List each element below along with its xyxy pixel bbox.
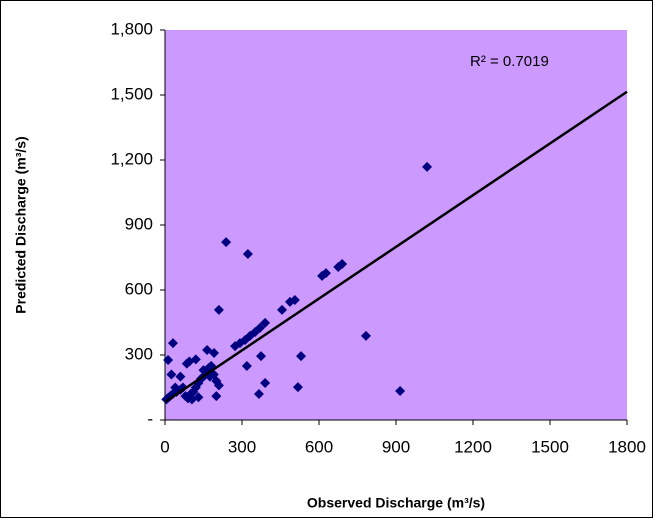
point (360, 330, 371, 341)
y-tick-label: 900 (125, 214, 153, 233)
point (166, 369, 177, 380)
plot-area (165, 30, 627, 420)
point (163, 354, 174, 365)
y-tick-label: 600 (125, 279, 153, 298)
annotation: R² = 0.7019 (470, 53, 549, 70)
point (292, 382, 303, 393)
x-tick-label: 1500 (531, 437, 569, 456)
y-tick-label: 1,500 (110, 84, 153, 103)
y-tick-label: 1,200 (110, 149, 153, 168)
y-tick-label: 300 (125, 344, 153, 363)
point (253, 389, 264, 399)
point (170, 382, 181, 393)
point (333, 262, 344, 273)
x-axis-title: Observed Discharge (m³/s) (307, 495, 485, 511)
point (193, 392, 204, 403)
trendline (164, 90, 628, 404)
x-tick-label: 1200 (454, 437, 492, 456)
point (242, 249, 253, 260)
point (177, 382, 188, 393)
point (167, 338, 178, 349)
point (209, 348, 220, 359)
point (221, 237, 232, 248)
x-tick-label: 1800 (608, 437, 646, 456)
point (211, 391, 222, 402)
point (190, 354, 201, 365)
point (260, 377, 271, 388)
y-tick-label: 1,800 (110, 19, 153, 38)
point (395, 385, 406, 396)
point (317, 270, 328, 281)
point (284, 296, 295, 307)
point (175, 371, 186, 382)
point (198, 365, 209, 376)
point (230, 341, 241, 352)
point (213, 380, 224, 391)
point (422, 161, 433, 172)
x-tick-label: 0 (160, 437, 169, 456)
point (277, 304, 288, 315)
point (241, 361, 252, 372)
point (296, 351, 307, 362)
x-tick-label: 600 (305, 437, 333, 456)
x-tick-label: 300 (228, 437, 256, 456)
point (213, 304, 224, 315)
point (260, 317, 271, 328)
y-axis-title: Predicted Discharge (m³/s) (13, 136, 29, 313)
x-tick-label: 900 (382, 437, 410, 456)
y-tick-label: - (147, 409, 153, 428)
point (255, 351, 266, 362)
